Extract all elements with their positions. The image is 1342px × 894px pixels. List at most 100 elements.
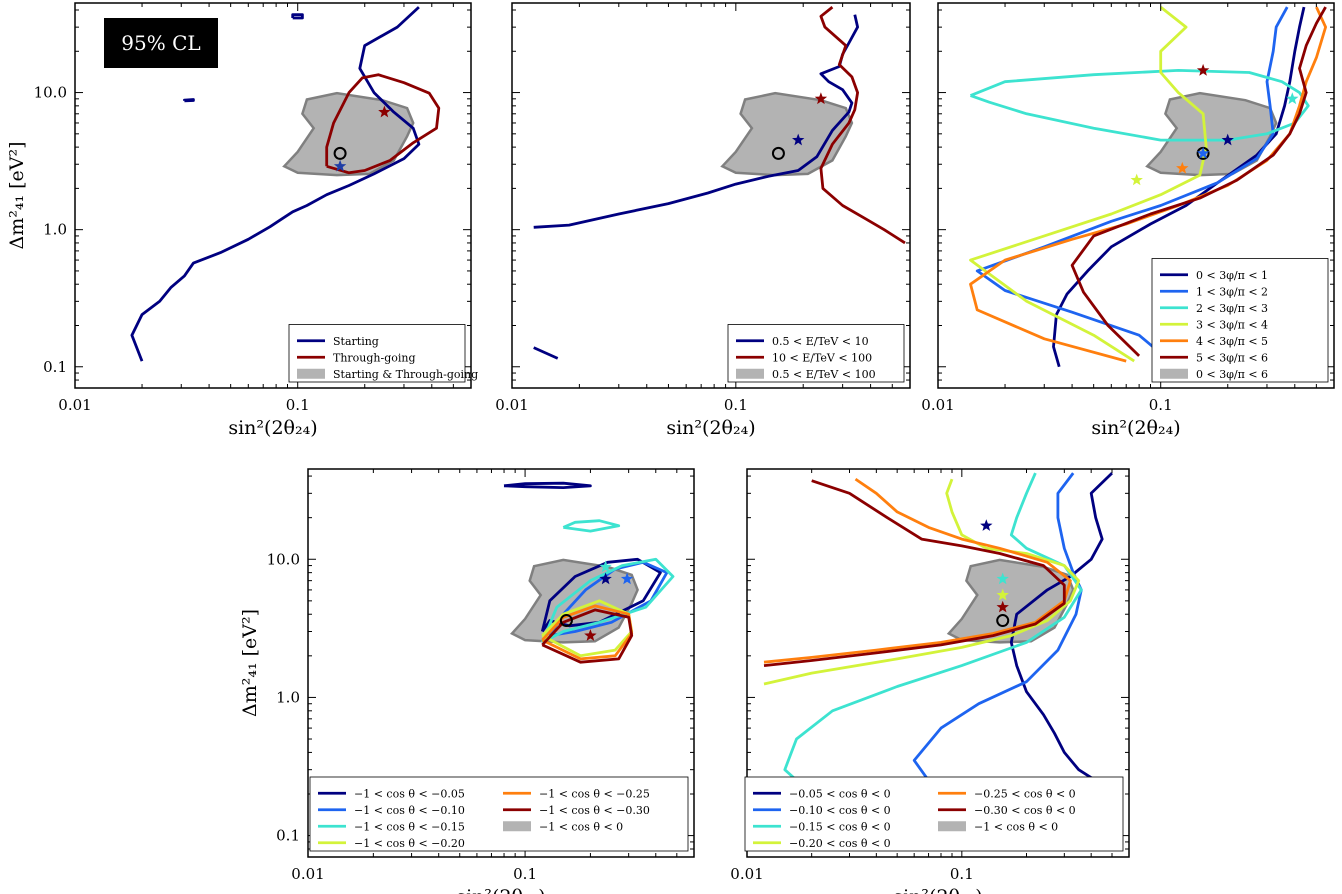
contour-line xyxy=(1009,472,1113,790)
panel-frame xyxy=(937,2,1335,389)
panel-frame xyxy=(746,468,1130,858)
legend-label: −1 < cos θ < −0.25 xyxy=(539,787,650,800)
best-fit-marker xyxy=(559,614,573,628)
y-axis-title: Δm²₄₁ [eV²] xyxy=(239,609,261,717)
legend-label: −0.25 < cos θ < 0 xyxy=(974,787,1076,800)
contour-line xyxy=(183,98,195,103)
legend-label: −1 < cos θ < −0.10 xyxy=(354,804,465,817)
legend-swatch xyxy=(938,821,966,832)
legend-label: 10 < E/TeV < 100 xyxy=(772,351,872,364)
panel-bottom-2: 0.01 0.1 sin²(2θ₂₄) −0.05 < cos θ < 0 −0.10 … xyxy=(730,468,1130,894)
best-fit-star xyxy=(792,133,805,146)
x-tick-label: 0.1 xyxy=(950,865,974,883)
panel-top-1: 0.01 0.1 0.1 1.0 10.0 Δm²₄₁ [eV²] sin²(2θ₂₄) St… xyxy=(6,2,478,439)
panels-group: 0.01 0.1 0.1 1.0 10.0 Δm²₄₁ [eV²] sin²(2θ₂₄) St… xyxy=(6,2,1335,894)
contour-line xyxy=(541,557,675,644)
legend-label: −0.30 < cos θ < 0 xyxy=(974,804,1076,817)
legend-label: −1 < cos θ < 0 xyxy=(539,820,623,833)
contour-line xyxy=(912,472,1083,813)
legend-box xyxy=(1151,258,1329,383)
legend-label: 0.5 < E/TeV < 100 xyxy=(772,368,876,381)
legend-label: 3 < 3φ/π < 4 xyxy=(1196,318,1268,331)
legend-swatch xyxy=(736,368,764,379)
legend: 0.5 < E/TeV < 10 10 < E/TeV < 100 0.5 < E/… xyxy=(727,324,905,383)
legend-swatch xyxy=(1160,368,1188,379)
legend: 0 < 3φ/π < 1 1 < 3φ/π < 2 2 < 3φ/π < 3 3 < … xyxy=(1151,258,1329,383)
allowed-region xyxy=(720,91,854,177)
legend-label: 5 < 3φ/π < 6 xyxy=(1196,351,1268,364)
legend-label: −1 < cos θ < −0.30 xyxy=(539,804,650,817)
legend: −0.05 < cos θ < 0 −0.10 < cos θ < 0 −0.15 … xyxy=(744,776,1124,852)
best-fit-star xyxy=(620,572,634,585)
best-fit-star xyxy=(814,92,828,105)
y-axis-title: Δm²₄₁ [eV²] xyxy=(6,141,28,249)
x-axis-title: sin²(2θ₂₄) xyxy=(456,886,545,894)
best-fit-star xyxy=(333,159,347,172)
best-fit-star xyxy=(980,519,993,531)
legend-label: 0 < 3φ/π < 6 xyxy=(1196,368,1268,381)
contour-line xyxy=(541,608,634,664)
contour-line xyxy=(130,6,421,362)
best-fit-star xyxy=(1221,133,1234,146)
contour-line xyxy=(975,6,1289,363)
legend-label: −1 < cos θ < −0.15 xyxy=(354,820,465,833)
x-tick-label: 0.01 xyxy=(58,396,91,414)
panel-frame xyxy=(511,2,911,389)
legend-label: −1 < cos θ < −0.20 xyxy=(354,837,465,850)
legend-label: 2 < 3φ/π < 3 xyxy=(1196,302,1268,315)
panel-top-2: 0.01 0.1 sin²(2θ₂₄) 0.5 < E/TeV < 10 10 < E/… xyxy=(495,2,911,439)
contour-line xyxy=(562,519,621,533)
legend-swatch xyxy=(297,368,325,379)
contour-line xyxy=(1070,6,1327,357)
legend-label: Starting & Through-going xyxy=(333,368,478,381)
best-fit-star xyxy=(1176,161,1189,174)
x-axis-title: sin²(2θ₂₄) xyxy=(893,886,982,894)
legend-label: −1 < cos θ < −0.05 xyxy=(354,787,465,800)
best-fit-star xyxy=(996,572,1009,585)
contour-line xyxy=(763,478,1081,686)
cl-badge-background xyxy=(104,18,218,68)
contour-line xyxy=(548,560,669,637)
legend-label: −0.10 < cos θ < 0 xyxy=(789,804,891,817)
y-tick-label: 10.0 xyxy=(34,84,67,102)
y-tick-label: 1.0 xyxy=(43,221,67,239)
legend-label: −0.05 < cos θ < 0 xyxy=(789,787,891,800)
panel-frame xyxy=(307,468,695,858)
contour-line xyxy=(291,13,304,20)
best-fit-star xyxy=(584,629,597,641)
best-fit-star xyxy=(1196,146,1210,159)
y-tick-label: 0.1 xyxy=(276,827,300,845)
best-fit-marker xyxy=(333,146,347,160)
contour-line xyxy=(783,472,1083,796)
legend-label: 4 < 3φ/π < 5 xyxy=(1196,335,1268,348)
legend: Starting Through-going Starting & Through-… xyxy=(288,324,478,383)
best-fit-star xyxy=(1130,173,1143,186)
y-tick-label: 10.0 xyxy=(267,550,300,568)
x-tick-label: 0.01 xyxy=(495,396,528,414)
y-tick-label: 0.1 xyxy=(43,358,67,376)
legend-swatch xyxy=(503,821,531,832)
contour-line xyxy=(969,69,1310,142)
x-tick-label: 0.1 xyxy=(1149,396,1173,414)
x-tick-label: 0.01 xyxy=(291,865,324,883)
legend-label: 0 < 3φ/π < 1 xyxy=(1196,269,1268,282)
contour-line xyxy=(969,6,1208,363)
y-tick-label: 1.0 xyxy=(276,688,300,706)
allowed-region xyxy=(282,91,415,177)
best-fit-star xyxy=(996,600,1009,613)
panel-frame xyxy=(74,2,472,389)
legend: −1 < cos θ < −0.05 −1 < cos θ < −0.10 −1 <… xyxy=(309,776,689,852)
x-axis-title: sin²(2θ₂₄) xyxy=(1091,417,1180,439)
best-fit-star xyxy=(1286,92,1299,105)
legend-label: Through-going xyxy=(333,351,416,364)
legend-label: 0.5 < E/TeV < 10 xyxy=(772,335,869,348)
best-fit-star xyxy=(599,560,612,573)
best-fit-star xyxy=(378,105,391,118)
contour-line xyxy=(763,479,1066,667)
cl-badge: 95% CL xyxy=(104,18,218,68)
x-tick-label: 0.1 xyxy=(286,396,310,414)
contour-line xyxy=(819,6,906,245)
x-tick-label: 0.1 xyxy=(724,396,748,414)
panel-bottom-1: 0.01 0.1 0.1 1.0 10.0 Δm²₄₁ [eV²] sin²(2θ₂₄) −1… xyxy=(239,468,695,894)
